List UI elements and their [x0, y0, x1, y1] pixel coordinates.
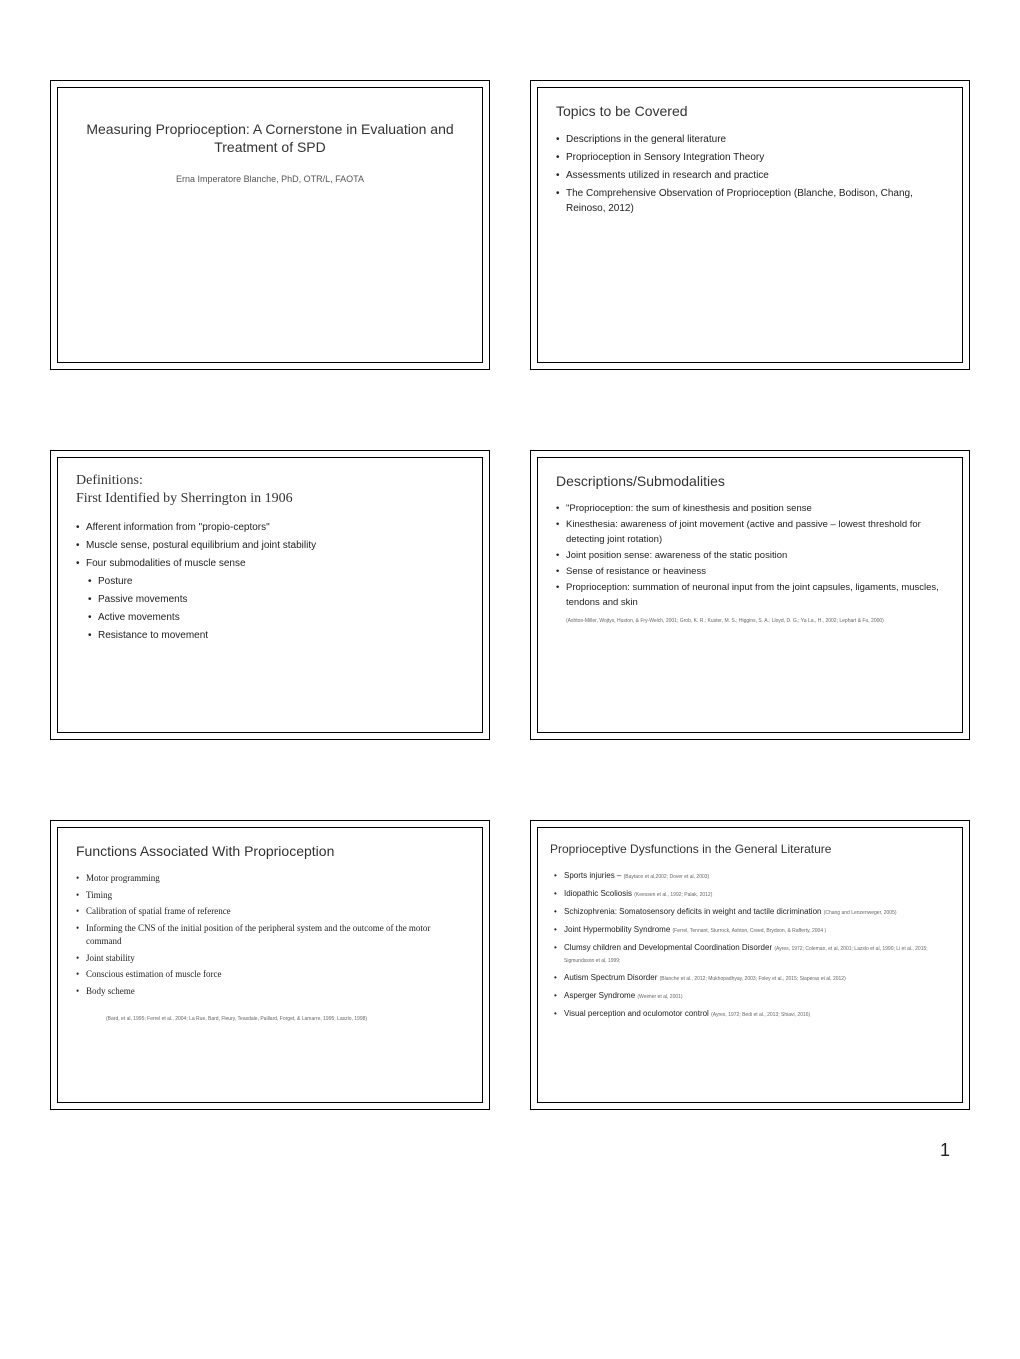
list-item: Sense of resistance or heaviness	[556, 565, 944, 579]
slide-6: Proprioceptive Dysfunctions in the Gener…	[530, 820, 970, 1110]
slide-3-title-line1: Definitions:	[76, 473, 143, 488]
list-subitem: Posture	[76, 574, 464, 589]
list-item: Clumsy children and Developmental Coordi…	[550, 942, 952, 966]
list-item: Timing	[76, 889, 464, 903]
slide-1: Measuring Proprioception: A Cornerstone …	[50, 80, 490, 370]
slide-5-citation: (Bard, et al, 1995; Ferrel et al., 2004;…	[76, 1016, 464, 1023]
slide-2-bullets: Descriptions in the general literature P…	[556, 132, 944, 216]
list-item: Proprioception in Sensory Integration Th…	[556, 150, 944, 165]
list-item: Joint stability	[76, 952, 464, 966]
slide-3-title-line2: First Identified by Sherrington in 1906	[76, 491, 293, 506]
list-item: "Proprioception: the sum of kinesthesis …	[556, 502, 944, 516]
slide-3-title: Definitions: First Identified by Sherrin…	[76, 472, 464, 508]
item-cite: (Keessen et al., 1992; Palak, 2012)	[634, 892, 712, 898]
slide-2: Topics to be Covered Descriptions in the…	[530, 80, 970, 370]
list-item: Sports injuries – (Baytaox et al,2002; D…	[550, 870, 952, 882]
list-item: Assessments utilized in research and pra…	[556, 168, 944, 183]
handout-grid: Measuring Proprioception: A Cornerstone …	[50, 80, 970, 1110]
list-item: Motor programming	[76, 872, 464, 886]
list-item: Idiopathic Scoliosis (Keessen et al., 19…	[550, 888, 952, 900]
list-item: Asperger Syndrome (Weimer et al, 2001)	[550, 990, 952, 1002]
slide-5: Functions Associated With Proprioception…	[50, 820, 490, 1110]
item-text: Schizophrenia: Somatosensory deficits in…	[564, 907, 824, 916]
list-item: The Comprehensive Observation of Proprio…	[556, 186, 944, 216]
slide-4-title: Descriptions/Submodalities	[556, 472, 944, 490]
item-text: Joint Hypermobility Syndrome	[564, 925, 672, 934]
slide-4-citation: (Ashton-Miller, Wojtys, Huston, & Fry-We…	[556, 618, 944, 625]
slide-1-author: Erna Imperatore Blanche, PhD, OTR/L, FAO…	[76, 174, 464, 184]
slide-1-title: Measuring Proprioception: A Cornerstone …	[76, 120, 464, 156]
list-item: Autism Spectrum Disorder (Blanche et al.…	[550, 972, 952, 984]
list-subitem: Passive movements	[76, 592, 464, 607]
item-cite: (Blanche et al., 2012; Mukhopadhyay, 200…	[660, 976, 846, 982]
list-item: Afferent information from "propio-ceptor…	[76, 520, 464, 535]
list-item: Four submodalities of muscle sense	[76, 556, 464, 571]
item-cite: (Ferrel, Tennant, Sturrock, Ashton, Cree…	[672, 928, 826, 934]
list-item: Kinesthesia: awareness of joint movement…	[556, 518, 944, 547]
slide-6-title: Proprioceptive Dysfunctions in the Gener…	[550, 842, 952, 858]
slide-4: Descriptions/Submodalities "Propriocepti…	[530, 450, 970, 740]
slide-2-inner: Topics to be Covered Descriptions in the…	[537, 87, 963, 363]
list-item: Calibration of spatial frame of referenc…	[76, 905, 464, 919]
slide-3-bullets: Afferent information from "propio-ceptor…	[76, 520, 464, 643]
item-text: Idiopathic Scoliosis	[564, 889, 634, 898]
slide-5-bullets: Motor programming Timing Calibration of …	[76, 872, 464, 998]
item-text: Asperger Syndrome	[564, 991, 637, 1000]
item-text: Autism Spectrum Disorder	[564, 973, 660, 982]
list-item: Conscious estimation of muscle force	[76, 968, 464, 982]
list-item: Schizophrenia: Somatosensory deficits in…	[550, 906, 952, 918]
list-subitem: Resistance to movement	[76, 628, 464, 643]
item-text: Sports injuries –	[564, 871, 624, 880]
slide-1-inner: Measuring Proprioception: A Cornerstone …	[57, 87, 483, 363]
list-item: Descriptions in the general literature	[556, 132, 944, 147]
slide-3: Definitions: First Identified by Sherrin…	[50, 450, 490, 740]
item-cite: (Baytaox et al,2002; Dover et al, 2003)	[624, 874, 710, 880]
list-subitem: Active movements	[76, 610, 464, 625]
list-item: Visual perception and oculomotor control…	[550, 1008, 952, 1020]
list-item: Joint Hypermobility Syndrome (Ferrel, Te…	[550, 924, 952, 936]
page-number: 1	[50, 1140, 970, 1161]
slide-5-title: Functions Associated With Proprioception	[76, 842, 464, 860]
item-cite: (Ayres, 1972; Bedi et al., 2013; Shiavi,…	[711, 1012, 810, 1018]
item-text: Visual perception and oculomotor control	[564, 1009, 711, 1018]
item-cite: (Chang and Lenzenweger, 2005)	[824, 910, 897, 916]
list-item: Informing the CNS of the initial positio…	[76, 922, 464, 949]
item-cite: (Weimer et al, 2001)	[637, 994, 682, 1000]
slide-6-bullets: Sports injuries – (Baytaox et al,2002; D…	[550, 870, 952, 1020]
list-item: Muscle sense, postural equilibrium and j…	[76, 538, 464, 553]
list-item: Joint position sense: awareness of the s…	[556, 549, 944, 563]
slide-6-inner: Proprioceptive Dysfunctions in the Gener…	[537, 827, 963, 1103]
slide-2-title: Topics to be Covered	[556, 102, 944, 120]
item-text: Clumsy children and Developmental Coordi…	[564, 943, 774, 952]
list-item: Body scheme	[76, 985, 464, 999]
slide-5-inner: Functions Associated With Proprioception…	[57, 827, 483, 1103]
slide-4-inner: Descriptions/Submodalities "Propriocepti…	[537, 457, 963, 733]
slide-4-bullets: "Proprioception: the sum of kinesthesis …	[556, 502, 944, 610]
slide-3-inner: Definitions: First Identified by Sherrin…	[57, 457, 483, 733]
list-item: Proprioception: summation of neuronal in…	[556, 581, 944, 610]
